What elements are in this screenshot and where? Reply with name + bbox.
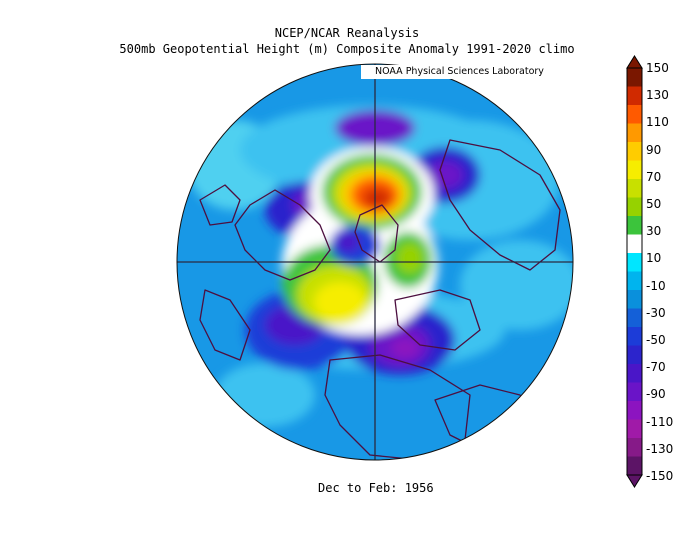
- colorbar-swatch: [627, 123, 642, 143]
- colorbar-swatch: [627, 216, 642, 235]
- colorbar-swatch: [627, 401, 642, 420]
- colorbar-tick-label: 70: [646, 169, 662, 184]
- colorbar-swatch: [627, 234, 642, 254]
- colorbar-swatch: [627, 456, 642, 476]
- colorbar-swatch: [627, 419, 642, 439]
- chart-subtitle: 500mb Geopotential Height (m) Composite …: [119, 42, 575, 56]
- colorbar-swatch: [627, 197, 642, 217]
- colorbar-swatch: [627, 86, 642, 106]
- colorbar-tick-label: 10: [646, 251, 662, 266]
- colorbar-swatch: [627, 105, 642, 124]
- colorbar-tick-label: 150: [646, 61, 669, 75]
- colorbar-tick-label: -90: [646, 387, 666, 402]
- colorbar-tick-label: 130: [646, 88, 669, 103]
- colorbar-swatch: [627, 179, 642, 198]
- colorbar-swatch: [627, 160, 642, 180]
- colorbar-tick-label: -110: [646, 414, 674, 429]
- colorbar-tick-label: -130: [646, 441, 674, 456]
- colorbar-swatch: [627, 382, 642, 402]
- colorbar-swatch: [627, 142, 642, 161]
- colorbar-tick-label: -150: [646, 469, 674, 483]
- chart-title: NCEP/NCAR Reanalysis: [274, 26, 420, 40]
- colorbar-tick-label: 50: [646, 197, 662, 211]
- colorbar-tick-label: 90: [646, 142, 662, 157]
- colorbar-swatch: [627, 345, 642, 365]
- colorbar-swatch: [627, 68, 642, 87]
- colorbar-max-arrow: [626, 55, 643, 69]
- colorbar-swatch: [627, 327, 642, 346]
- colorbar-swatch: [627, 364, 642, 383]
- colorbar-swatch: [627, 253, 642, 272]
- colorbar-tick-label: 110: [646, 115, 669, 130]
- period-label: Dec to Feb: 1956: [318, 481, 434, 495]
- colorbar-swatch: [627, 290, 642, 309]
- colorbar-swatch: [627, 271, 642, 291]
- colorbar-swatch: [627, 438, 642, 457]
- colorbar-frame: [626, 67, 643, 476]
- colorbar-tick-label: -10: [646, 278, 666, 293]
- lab-label: NOAA Physical Sciences Laboratory: [361, 65, 572, 79]
- colorbar-swatch: [627, 308, 642, 328]
- colorbar-tick-label: -70: [646, 360, 666, 375]
- colorbar-tick-label: -30: [646, 305, 666, 320]
- colorbar-tick-label: -50: [646, 333, 666, 347]
- colorbar-min-arrow: [626, 474, 643, 488]
- colorbar-tick-label: 30: [646, 224, 662, 239]
